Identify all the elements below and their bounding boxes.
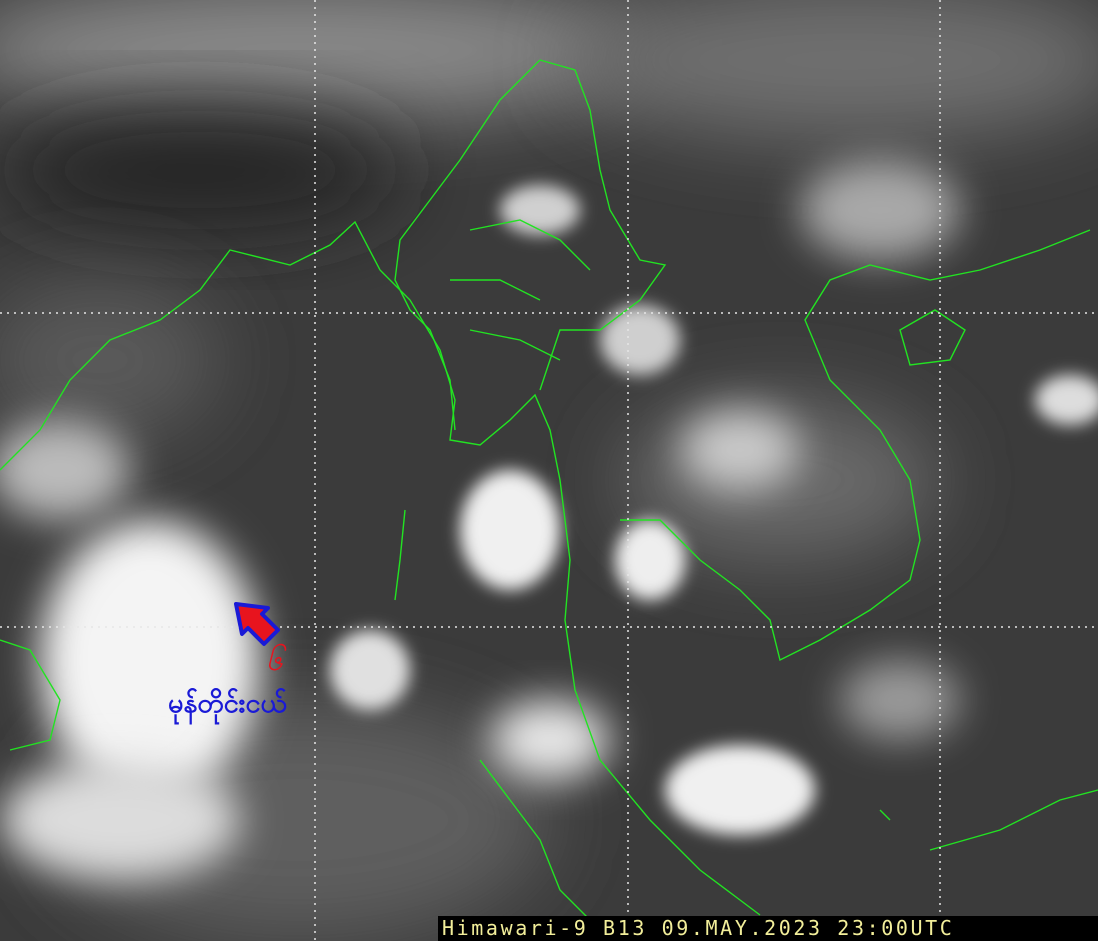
image-caption: Himawari-9 B13 09.MAY.2023 23:00UTC <box>438 916 1098 941</box>
storm-arrow <box>234 602 280 646</box>
cloud-masses <box>0 185 1098 880</box>
storm-label: မုန်တိုင်းငယ် <box>168 688 287 719</box>
storm-number: ၆ <box>266 643 283 678</box>
coastlines <box>0 59 1098 931</box>
